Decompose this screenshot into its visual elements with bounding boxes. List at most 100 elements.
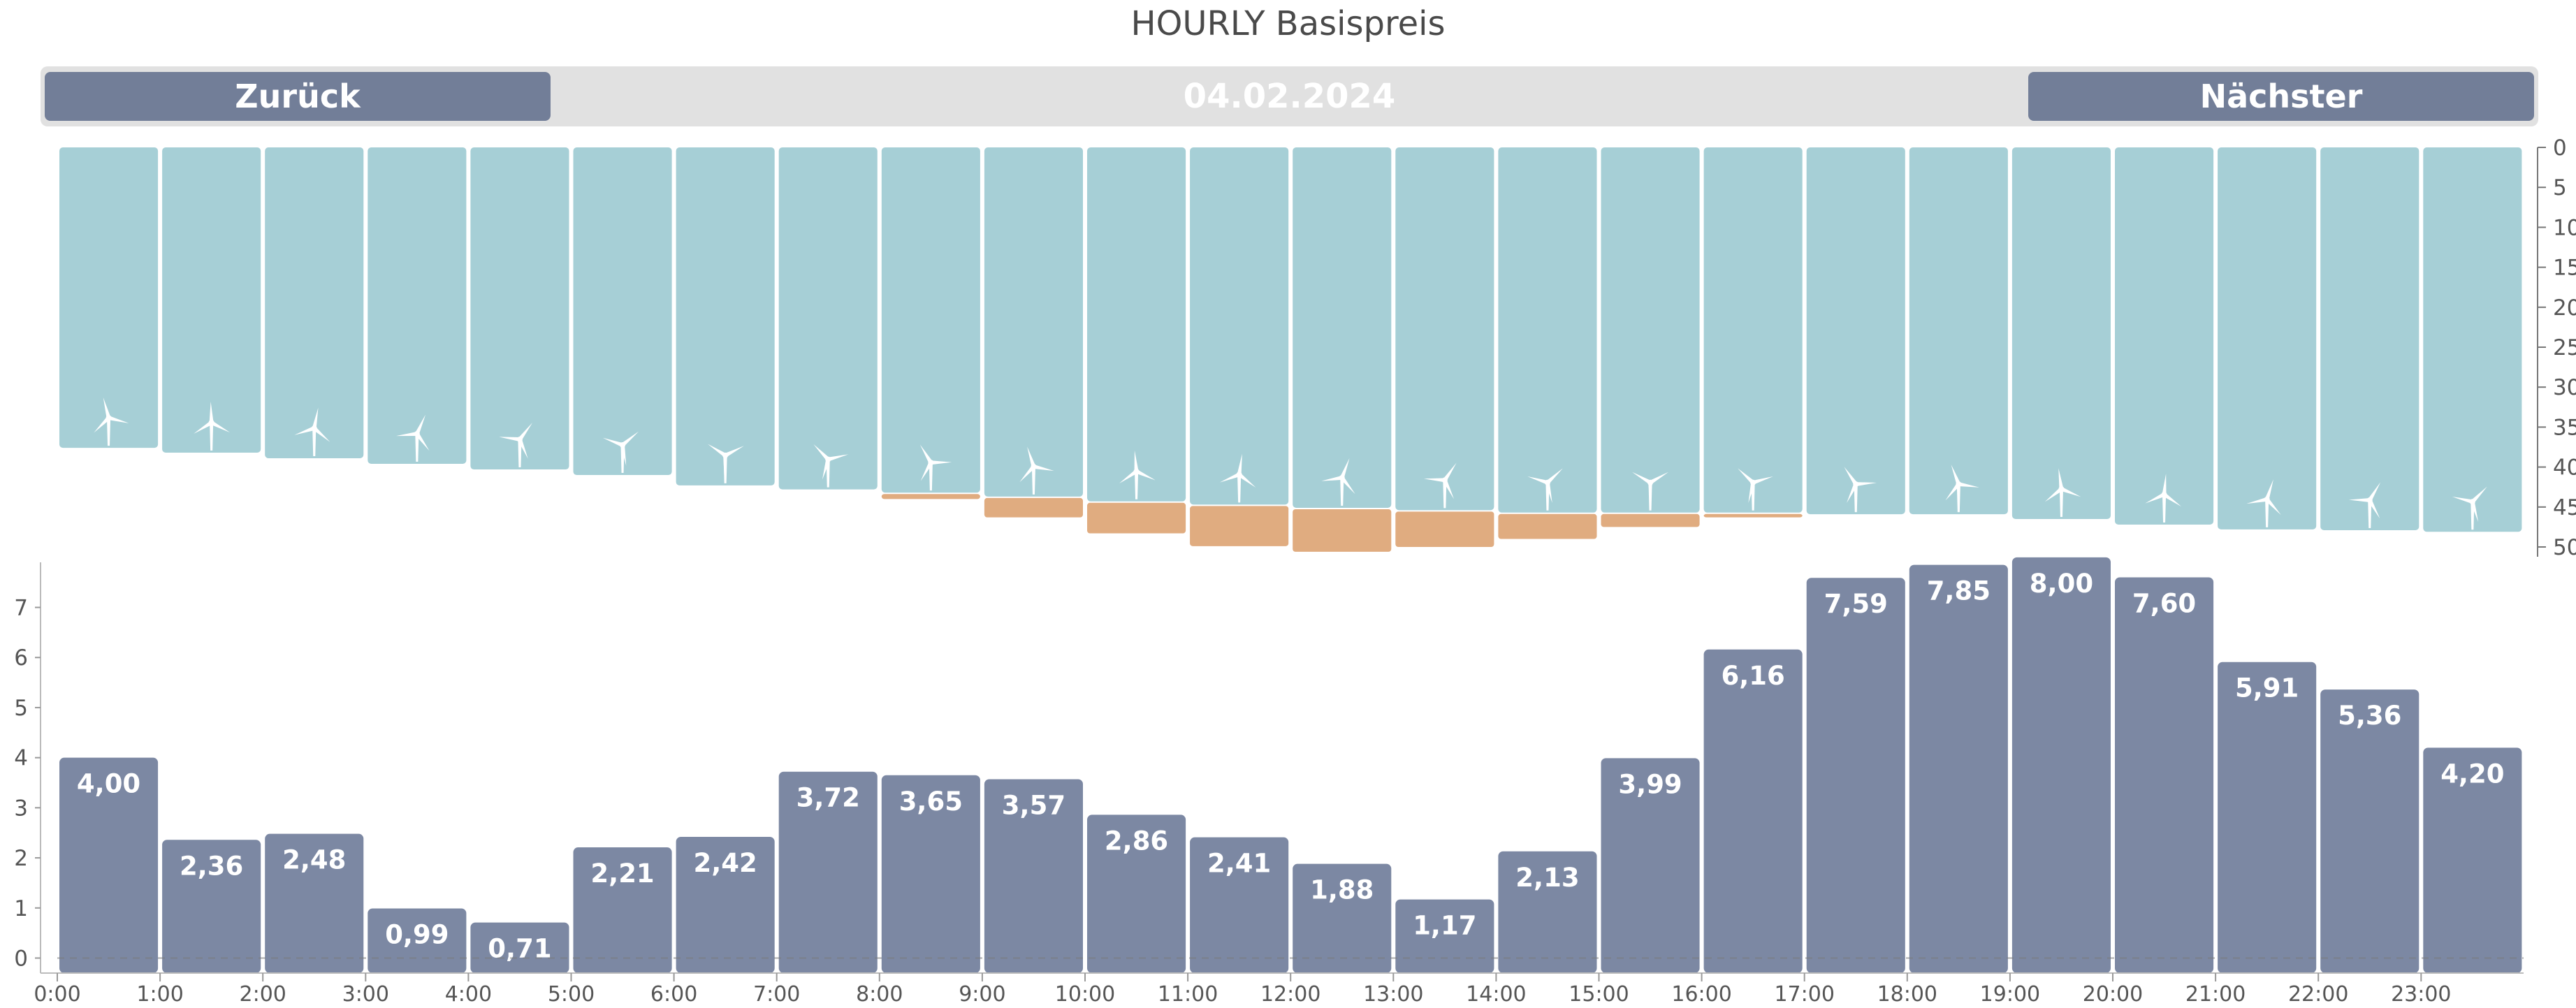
turbine-blade	[1340, 476, 1355, 495]
bottom-y-tick-label: 0	[14, 946, 28, 971]
top-y-tick-label: 5	[2553, 175, 2567, 200]
turbine-hub	[1236, 472, 1242, 478]
turbine-blade	[931, 460, 952, 465]
turbine-blade	[1033, 464, 1054, 472]
price-value-label: 2,21	[590, 859, 654, 889]
wind-turbine-icon	[1844, 467, 1877, 513]
turbine-tower	[1443, 481, 1447, 509]
wind-bar	[162, 147, 261, 453]
turbine-blade	[518, 438, 528, 459]
deficit-bar	[1395, 511, 1494, 547]
x-tick-label: 3:00	[342, 982, 389, 1007]
wind-bar	[1498, 147, 1597, 513]
wind-turbine-icon	[294, 407, 330, 457]
wind-turbine-icon	[2246, 479, 2281, 527]
turbine-blade	[94, 416, 110, 433]
turbine-blade	[499, 437, 521, 442]
x-tick-label: 23:00	[2391, 982, 2451, 1007]
wind-turbine-icon	[1738, 468, 1773, 511]
wind-turbine-icon	[2145, 474, 2182, 523]
price-value-label: 8,00	[2030, 569, 2093, 599]
back-button[interactable]: Zurück	[45, 72, 551, 121]
x-tick-label: 0:00	[34, 982, 80, 1007]
turbine-hub	[414, 431, 420, 437]
price-bar	[1601, 758, 1700, 973]
top-y-tick-label: 45	[2553, 495, 2576, 520]
price-bar	[1703, 649, 1803, 973]
price-bar	[881, 775, 980, 973]
turbine-hub	[1853, 481, 1859, 488]
price-bar	[2115, 577, 2214, 973]
turbine-blade	[2162, 474, 2167, 495]
turbine-blade	[294, 426, 315, 435]
wind-turbine-icon	[602, 431, 639, 474]
turbine-blade	[723, 455, 728, 476]
x-tick-label: 1:00	[136, 982, 183, 1007]
turbine-blade	[1237, 453, 1242, 475]
turbine-hub	[1956, 481, 1962, 488]
price-bar	[1190, 837, 1289, 973]
turbine-hub	[2469, 499, 2475, 505]
turbine-blade	[602, 437, 624, 447]
x-tick-label: 15:00	[1569, 982, 1629, 1007]
wind-bar	[59, 147, 159, 448]
turbine-hub	[1339, 474, 1345, 481]
turbine-tower	[1237, 476, 1242, 503]
wind-turbine-icon	[396, 414, 430, 462]
deficit-bar	[1087, 502, 1186, 534]
bottom-y-tick-label: 1	[14, 896, 28, 921]
top-y-tick-label: 40	[2553, 455, 2576, 481]
turbine-blade	[2368, 499, 2380, 519]
wind-bar	[2011, 147, 2111, 519]
turbine-tower	[210, 424, 214, 451]
x-tick-label: 4:00	[445, 982, 492, 1007]
wind-turbine-icon	[1527, 468, 1563, 511]
wind-turbine-icon	[1423, 462, 1457, 509]
turbine-blade	[518, 423, 533, 441]
turbine-blade	[920, 461, 933, 481]
price-value-label: 7,59	[1824, 589, 1888, 619]
price-bar	[778, 771, 878, 973]
turbine-blade	[813, 444, 830, 461]
bottom-y-tick-label: 3	[14, 796, 28, 821]
turbine-blade	[1443, 479, 1455, 499]
price-value-label: 7,60	[2132, 589, 2196, 619]
wind-bar	[1087, 147, 1186, 502]
turbine-blade	[621, 431, 639, 447]
x-tick-label: 18:00	[1877, 982, 1937, 1007]
turbine-blade	[194, 421, 213, 434]
turbine-blade	[1527, 476, 1548, 485]
turbine-blade	[822, 458, 831, 480]
turbine-blade	[2452, 497, 2473, 504]
turbine-blade	[1958, 482, 1979, 488]
price-value-label: 2,42	[694, 848, 757, 878]
turbine-blade	[2044, 487, 2063, 502]
turbine-blade	[1945, 483, 1960, 501]
price-bar	[676, 836, 775, 973]
deficit-bar	[1190, 506, 1289, 546]
top-y-tick-label: 0	[2553, 136, 2567, 161]
x-tick-label: 22:00	[2288, 982, 2348, 1007]
turbine-blade	[724, 446, 744, 458]
wind-bar	[676, 147, 775, 485]
turbine-blade	[1844, 467, 1858, 485]
wind-bar	[984, 147, 1083, 497]
price-bar	[1087, 815, 1186, 973]
turbine-blade	[2246, 497, 2268, 504]
deficit-bar	[1703, 513, 1803, 518]
price-bar	[984, 779, 1083, 973]
price-bar	[1395, 899, 1494, 973]
wind-bar	[368, 147, 467, 465]
date-navigation-bar: 04.02.2024 Zurück Nächster	[41, 66, 2538, 126]
turbine-blade	[2058, 468, 2064, 490]
turbine-blade	[1847, 483, 1858, 504]
price-bar	[59, 757, 159, 973]
wind-bar	[1293, 147, 1392, 508]
turbine-tower	[518, 441, 522, 468]
turbine-hub	[1647, 479, 1654, 485]
next-button[interactable]: Nächster	[2028, 72, 2534, 121]
turbine-blade	[1027, 446, 1036, 467]
turbine-blade	[1738, 468, 1755, 485]
bottom-y-tick-label: 6	[14, 645, 28, 671]
